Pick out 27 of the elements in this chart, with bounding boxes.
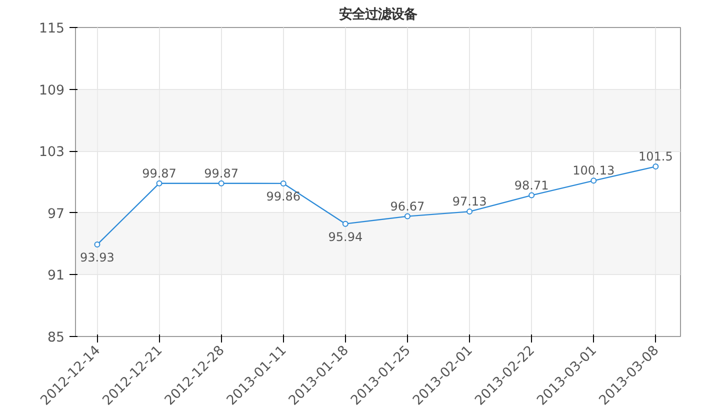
- chart-title: 安全过滤设备: [339, 6, 417, 22]
- data-label: 96.67: [390, 199, 425, 214]
- y-tick-label: 109: [39, 83, 65, 98]
- data-label: 97.13: [452, 194, 487, 209]
- y-tick-label: 91: [48, 268, 65, 284]
- data-label: 99.87: [142, 166, 176, 180]
- point: [280, 180, 286, 186]
- data-label: 98.71: [514, 178, 549, 192]
- data-label: 95.94: [328, 230, 363, 244]
- y-tick-label: 103: [39, 145, 65, 160]
- data-label: 99.86: [266, 189, 301, 204]
- point: [528, 192, 535, 198]
- data-label: 101.5: [638, 150, 673, 164]
- y-tick-label: 115: [39, 22, 65, 36]
- point: [404, 213, 410, 220]
- data-label: 100.13: [572, 164, 615, 178]
- point: [652, 164, 659, 170]
- point: [156, 180, 162, 186]
- data-label: 93.93: [80, 250, 114, 265]
- data-label: 99.87: [204, 166, 239, 180]
- point: [466, 208, 473, 215]
- point: [342, 220, 348, 227]
- point: [590, 178, 597, 184]
- y-tick-label: 85: [48, 330, 65, 346]
- y-tick-label: 97: [48, 206, 65, 222]
- point: [218, 180, 224, 186]
- point: [94, 242, 100, 248]
